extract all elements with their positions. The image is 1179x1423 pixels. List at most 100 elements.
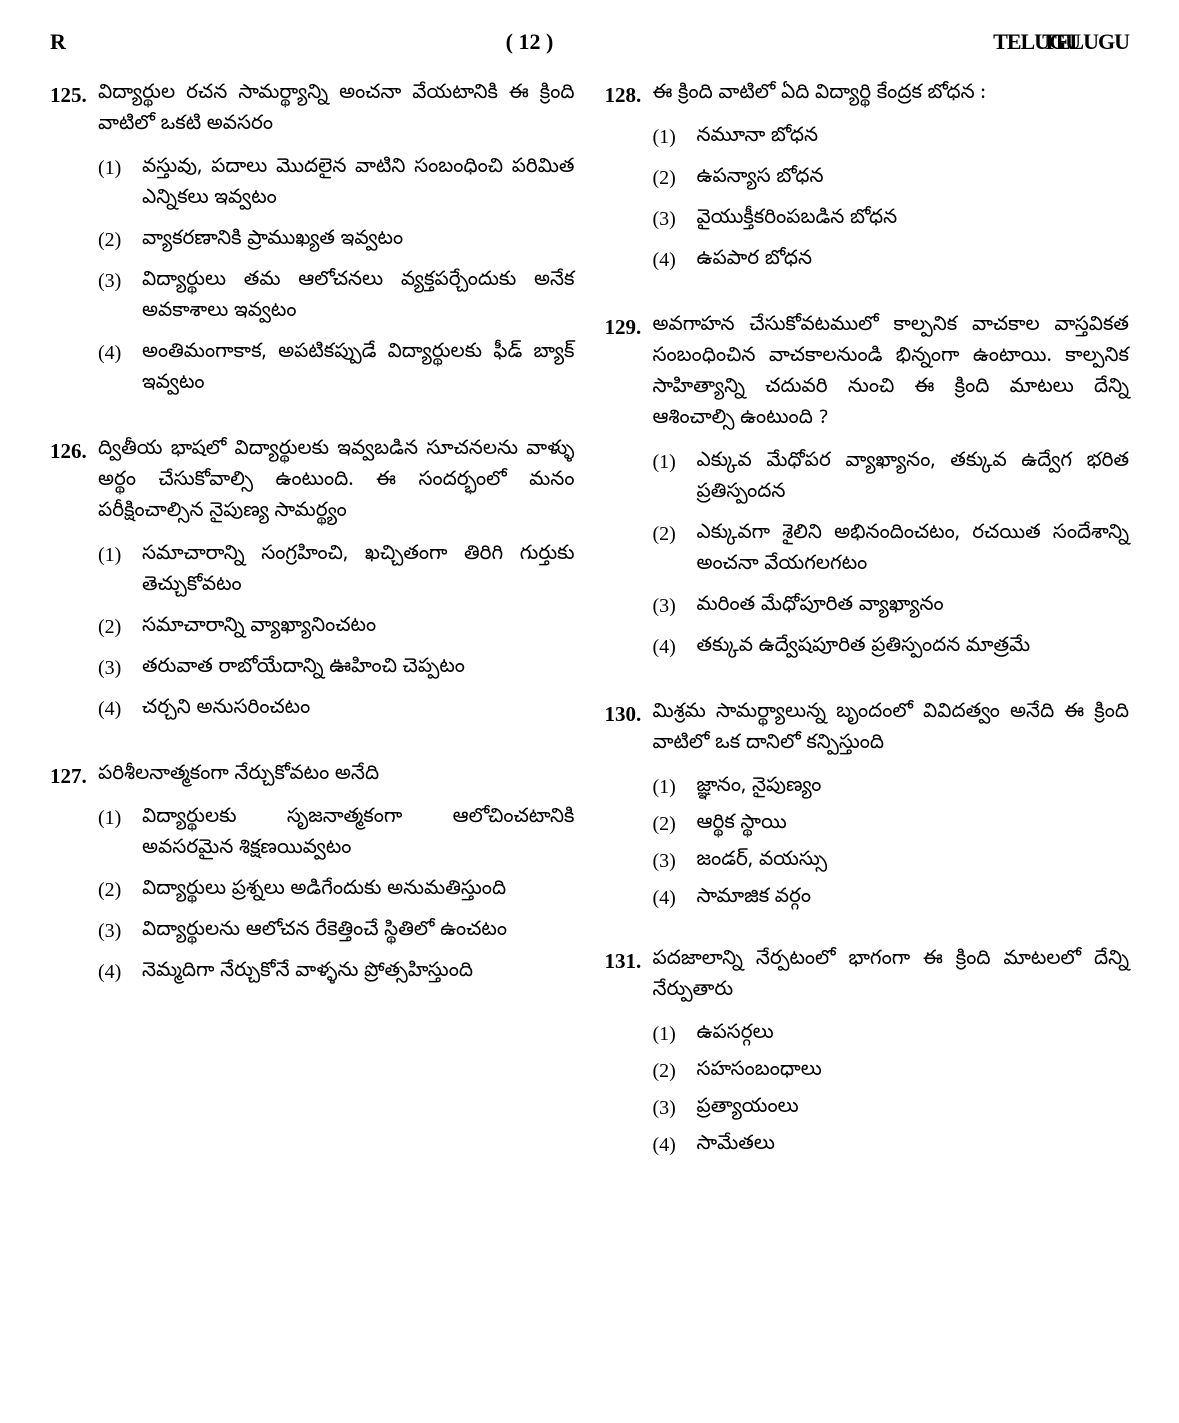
- option-text: ఉపసర్గలు: [697, 1019, 1130, 1050]
- question-text: పదజాలాన్ని నేర్పటంలో భాగంగా ఈ క్రింది మా…: [653, 945, 1130, 1007]
- option: (1)ఎక్కువ మేధోపర వ్యాఖ్యానం, తక్కువ ఉద్వ…: [653, 447, 1130, 509]
- question-body: ద్వితీయ భాషలో విద్యార్థులకు ఇవ్వబడిన సూచ…: [98, 435, 575, 735]
- question-text: మిశ్రమ సామర్థ్యాలున్న బృందంలో వివిదత్వం …: [653, 698, 1130, 760]
- content-columns: 125.విద్యార్థుల రచన సామర్థ్యాన్ని అంచనా …: [50, 79, 1129, 1192]
- option-number: (3): [98, 266, 142, 328]
- option-number: (1): [653, 122, 697, 153]
- option-text: ఉపపార బోధన: [697, 245, 1130, 276]
- option-number: (4): [98, 957, 142, 988]
- question: 128.ఈ క్రింది వాటిలో ఏది విద్యార్థి కేంద…: [605, 79, 1130, 286]
- header-left: R: [50, 25, 150, 59]
- question-text: అవగాహన చేసుకోవటములో కాల్పనిక వాచకాల వాస్…: [653, 311, 1130, 435]
- option-number: (2): [653, 809, 697, 840]
- question-number: 129.: [605, 311, 653, 673]
- option-text: మరింత మేధోపూరిత వ్యాఖ్యానం: [697, 591, 1130, 622]
- option: (2)విద్యార్థులు ప్రశ్నలు అడిగేందుకు అనుమ…: [98, 875, 575, 906]
- option-text: చర్చని అనుసరించటం: [142, 694, 575, 725]
- option: (4)సామాజిక వర్గం: [653, 883, 1130, 914]
- option-number: (3): [653, 591, 697, 622]
- option-number: (2): [98, 225, 142, 256]
- option-text: ఆర్థిక స్థాయి: [697, 809, 1130, 840]
- question-body: ఈ క్రింది వాటిలో ఏది విద్యార్థి కేంద్రక …: [653, 79, 1130, 286]
- header-page-number: ( 12 ): [150, 25, 909, 59]
- option: (3)విద్యార్థులను ఆలోచన రేకెత్తించే స్థిత…: [98, 916, 575, 947]
- option: (2)ఉపన్యాస బోధన: [653, 163, 1130, 194]
- option-number: (3): [98, 653, 142, 684]
- question-number: 130.: [605, 698, 653, 920]
- left-column: 125.విద్యార్థుల రచన సామర్థ్యాన్ని అంచనా …: [50, 79, 575, 1192]
- option-text: సహసంబంధాలు: [697, 1056, 1130, 1087]
- option-text: నమూనా బోధన: [697, 122, 1130, 153]
- option-number: (3): [653, 846, 697, 877]
- option: (1)సమాచారాన్ని సంగ్రహించి, ఖచ్చితంగా తిర…: [98, 540, 575, 602]
- option: (4)చర్చని అనుసరించటం: [98, 694, 575, 725]
- option: (2)ఆర్థిక స్థాయి: [653, 809, 1130, 840]
- option-number: (1): [98, 803, 142, 865]
- option-text: విద్యార్థులకు సృజనాత్మకంగా ఆలోచించటానికి…: [142, 803, 575, 865]
- option-text: సమాచారాన్ని సంగ్రహించి, ఖచ్చితంగా తిరిగి…: [142, 540, 575, 602]
- question: 130.మిశ్రమ సామర్థ్యాలున్న బృందంలో వివిదత…: [605, 698, 1130, 920]
- page-header: R ( 12 ) TELUGUTELUGU: [50, 25, 1129, 59]
- option-text: తక్కువ ఉద్వేషపూరిత ప్రతిస్పందన మాత్రమే: [697, 632, 1130, 663]
- option: (1)వస్తువు, పదాలు మొదలైన వాటిని సంబంధించ…: [98, 153, 575, 215]
- question-number: 126.: [50, 435, 98, 735]
- option: (3)విద్యార్థులు తమ ఆలోచనలు వ్యక్తపర్చేంద…: [98, 266, 575, 328]
- option-text: విద్యార్థులు ప్రశ్నలు అడిగేందుకు అనుమతిస…: [142, 875, 575, 906]
- option-text: ప్రత్యాయంలు: [697, 1093, 1130, 1124]
- option-text: వ్యాకరణానికి ప్రాముఖ్యత ఇవ్వటం: [142, 225, 575, 256]
- option: (2)సమాచారాన్ని వ్యాఖ్యానించటం: [98, 612, 575, 643]
- option-number: (4): [98, 694, 142, 725]
- option: (1)నమూనా బోధన: [653, 122, 1130, 153]
- question-number: 125.: [50, 79, 98, 410]
- option-number: (1): [653, 772, 697, 803]
- option-number: (2): [98, 612, 142, 643]
- question: 127.పరిశీలనాత్మకంగా నేర్చుకోవటం అనేది (1)…: [50, 760, 575, 998]
- option-number: (2): [98, 875, 142, 906]
- option-text: నెమ్మదిగా నేర్చుకోనే వాళ్ళను ప్రోత్సహిస్…: [142, 957, 575, 988]
- option-text: తరువాత రాబోయేదాన్ని ఊహించి చెప్పటం: [142, 653, 575, 684]
- option: (2)ఎక్కువగా శైలిని అభినందించటం, రచయిత సం…: [653, 519, 1130, 581]
- question-text: పరిశీలనాత్మకంగా నేర్చుకోవటం అనేది: [98, 760, 575, 791]
- question-number: 127.: [50, 760, 98, 998]
- option-text: ఉపన్యాస బోధన: [697, 163, 1130, 194]
- option-number: (4): [98, 338, 142, 400]
- option: (4)సామేతలు: [653, 1130, 1130, 1161]
- option-text: ఎక్కువగా శైలిని అభినందించటం, రచయిత సందేశ…: [697, 519, 1130, 581]
- question: 125.విద్యార్థుల రచన సామర్థ్యాన్ని అంచనా …: [50, 79, 575, 410]
- question: 131.పదజాలాన్ని నేర్పటంలో భాగంగా ఈ క్రింద…: [605, 945, 1130, 1167]
- question: 129.అవగాహన చేసుకోవటములో కాల్పనిక వాచకాల …: [605, 311, 1130, 673]
- option-number: (1): [653, 447, 697, 509]
- question-body: మిశ్రమ సామర్థ్యాలున్న బృందంలో వివిదత్వం …: [653, 698, 1130, 920]
- option: (1)ఉపసర్గలు: [653, 1019, 1130, 1050]
- option-number: (2): [653, 519, 697, 581]
- question: 126.ద్వితీయ భాషలో విద్యార్థులకు ఇవ్వబడిన…: [50, 435, 575, 735]
- option-number: (3): [653, 204, 697, 235]
- question-text: విద్యార్థుల రచన సామర్థ్యాన్ని అంచనా వేయట…: [98, 79, 575, 141]
- option-text: వైయుక్తీకరింపబడిన బోధన: [697, 204, 1130, 235]
- header-subject: TELUGUTELUGU: [909, 25, 1129, 59]
- option-text: అంతిమంగాకాక, అపటికప్పుడే విద్యార్థులకు ఫ…: [142, 338, 575, 400]
- option-text: వస్తువు, పదాలు మొదలైన వాటిని సంబంధించి ప…: [142, 153, 575, 215]
- option: (4)అంతిమంగాకాక, అపటికప్పుడే విద్యార్థులక…: [98, 338, 575, 400]
- option-text: సామాజిక వర్గం: [697, 883, 1130, 914]
- option: (2)సహసంబంధాలు: [653, 1056, 1130, 1087]
- option: (3)వైయుక్తీకరింపబడిన బోధన: [653, 204, 1130, 235]
- option: (3)తరువాత రాబోయేదాన్ని ఊహించి చెప్పటం: [98, 653, 575, 684]
- option-number: (1): [98, 153, 142, 215]
- question-text: ఈ క్రింది వాటిలో ఏది విద్యార్థి కేంద్రక …: [653, 79, 1130, 110]
- option-number: (4): [653, 245, 697, 276]
- question-body: విద్యార్థుల రచన సామర్థ్యాన్ని అంచనా వేయట…: [98, 79, 575, 410]
- option: (3)ప్రత్యాయంలు: [653, 1093, 1130, 1124]
- option-text: జండర్, వయస్సు: [697, 846, 1130, 877]
- question-text: ద్వితీయ భాషలో విద్యార్థులకు ఇవ్వబడిన సూచ…: [98, 435, 575, 528]
- option-number: (1): [98, 540, 142, 602]
- option: (1)జ్ఞానం, నైపుణ్యం: [653, 772, 1130, 803]
- option-text: ఎక్కువ మేధోపర వ్యాఖ్యానం, తక్కువ ఉద్వేగ …: [697, 447, 1130, 509]
- option: (3)మరింత మేధోపూరిత వ్యాఖ్యానం: [653, 591, 1130, 622]
- question-body: అవగాహన చేసుకోవటములో కాల్పనిక వాచకాల వాస్…: [653, 311, 1130, 673]
- option: (4)ఉపపార బోధన: [653, 245, 1130, 276]
- question-number: 131.: [605, 945, 653, 1167]
- option: (4)నెమ్మదిగా నేర్చుకోనే వాళ్ళను ప్రోత్సహ…: [98, 957, 575, 988]
- header-subject-b: TELUGU: [1042, 29, 1129, 54]
- option-number: (4): [653, 883, 697, 914]
